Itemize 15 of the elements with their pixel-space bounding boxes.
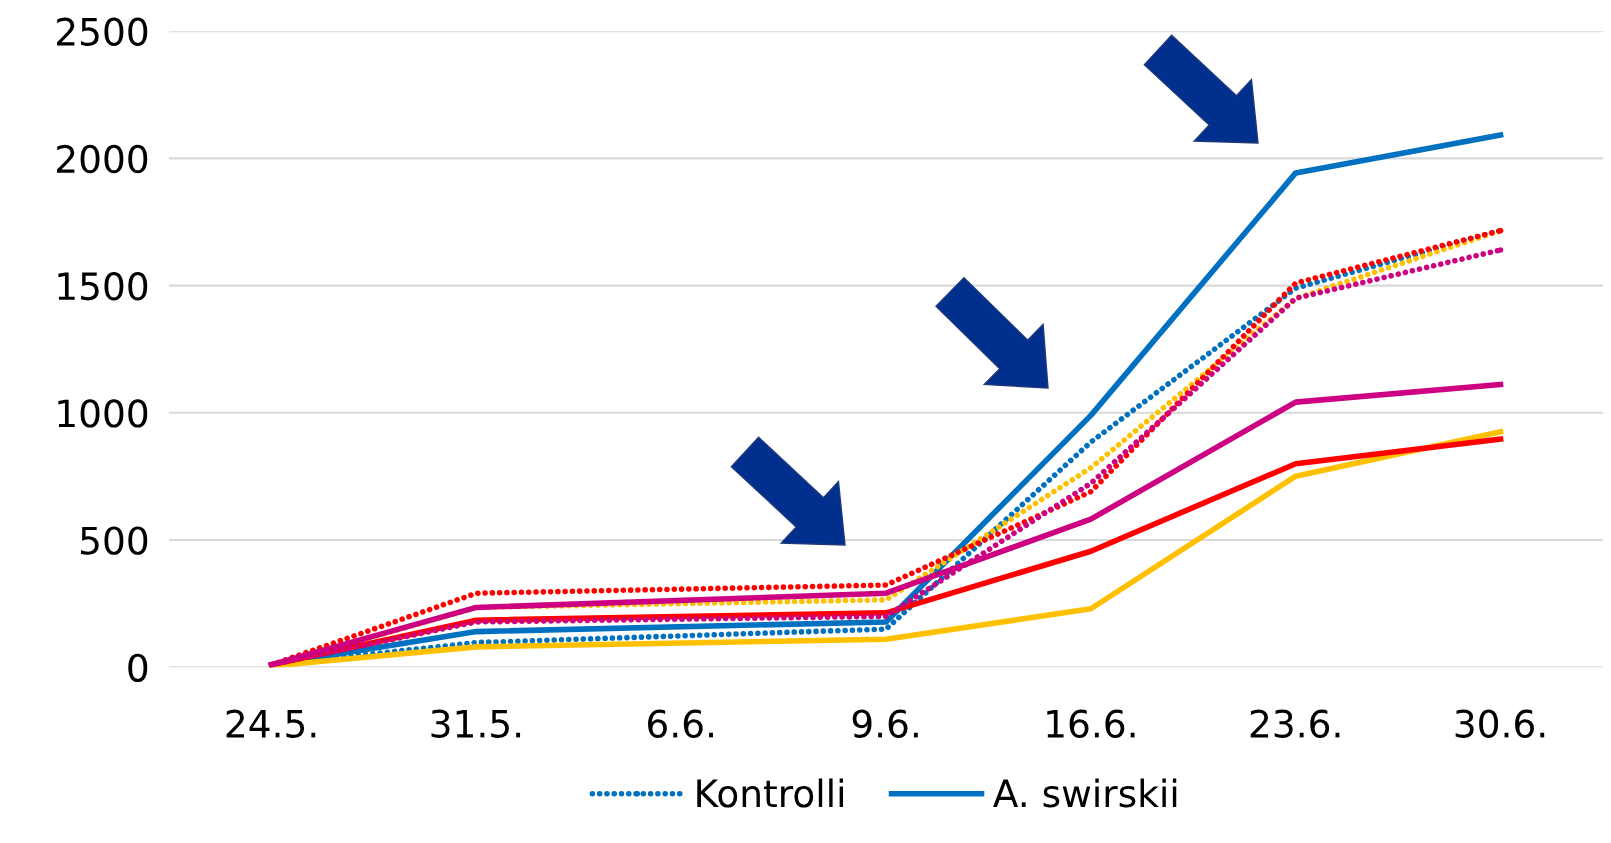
x-tick-label: 30.6. xyxy=(1455,709,1545,738)
x-tick-label: 16.6. xyxy=(1047,709,1135,738)
x-tick-label: 9.6. xyxy=(852,709,918,738)
y-tick-label: 2500 xyxy=(57,17,148,46)
x-tick-label: 31.5. xyxy=(431,709,521,738)
x-tick-label: 6.6. xyxy=(648,709,713,738)
legend-label: Kontrolli xyxy=(697,778,844,808)
x-tick-label: 23.6. xyxy=(1250,709,1340,738)
y-tick-label: 0 xyxy=(128,653,148,683)
y-tick-label: 1500 xyxy=(58,272,148,301)
y-tick-label: 2000 xyxy=(57,144,148,174)
y-tick-label: 1000 xyxy=(58,399,148,428)
legend-label: A. swirskii xyxy=(993,778,1177,808)
y-tick-label: 500 xyxy=(81,526,148,555)
x-tick-label: 24.5. xyxy=(226,709,316,738)
